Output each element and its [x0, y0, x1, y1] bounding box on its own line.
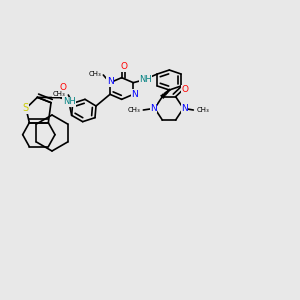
Text: O: O [120, 62, 127, 71]
Text: N: N [106, 77, 113, 86]
Text: N: N [181, 104, 188, 113]
Text: S: S [22, 103, 28, 113]
Text: CH₃: CH₃ [52, 91, 65, 97]
Text: CH₃: CH₃ [128, 107, 140, 113]
Text: N: N [150, 104, 157, 113]
Text: O: O [59, 83, 67, 92]
Text: NH: NH [139, 76, 152, 85]
Text: N: N [131, 90, 138, 99]
Text: NH: NH [63, 97, 75, 106]
Text: CH₃: CH₃ [88, 71, 101, 77]
Text: O: O [181, 85, 188, 94]
Text: CH₃: CH₃ [196, 107, 209, 113]
